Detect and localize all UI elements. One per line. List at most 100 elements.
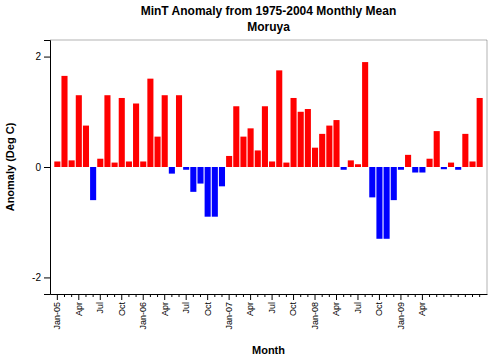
- bar: [76, 95, 82, 167]
- x-tick: [221, 294, 222, 297]
- x-tick-mark: [121, 294, 122, 300]
- bar: [419, 167, 425, 173]
- x-minor-tick: [193, 294, 194, 297]
- x-tick-label: Apr: [160, 302, 170, 316]
- y-axis: -202: [32, 41, 50, 295]
- x-tick: Jan-06: [138, 294, 148, 330]
- x-tick-mark: [357, 294, 358, 300]
- x-tick: [365, 294, 366, 297]
- x-axis: Jan-05AprJulOctJan-06AprJulOctJan-07AprJ…: [51, 294, 488, 330]
- x-tick-label: Jul: [267, 302, 277, 314]
- x-tick: [307, 294, 308, 297]
- x-tick: [179, 294, 180, 297]
- x-minor-tick: [214, 294, 215, 297]
- bar: [97, 159, 103, 167]
- bar: [305, 109, 311, 167]
- bar: [398, 167, 404, 170]
- x-minor-tick: [136, 294, 137, 297]
- subtitle: Moruya: [247, 20, 290, 34]
- bar: [341, 167, 347, 170]
- x-minor-tick: [479, 294, 480, 297]
- x-tick: [472, 294, 473, 297]
- x-minor-tick: [350, 294, 351, 297]
- bar: [348, 160, 354, 167]
- bar: [162, 95, 168, 167]
- y-tick-mark: [44, 57, 50, 58]
- x-tick: [343, 294, 344, 297]
- bars: [54, 62, 482, 239]
- x-tick: [386, 294, 387, 297]
- bar: [255, 150, 261, 167]
- x-tick: Jul: [267, 294, 277, 314]
- x-tick: [107, 294, 108, 297]
- bar: [233, 106, 239, 167]
- bar: [455, 167, 461, 170]
- x-minor-tick: [472, 294, 473, 297]
- bar: [448, 163, 454, 167]
- bar: [219, 167, 225, 186]
- x-minor-tick: [107, 294, 108, 297]
- x-tick: Apr: [331, 294, 341, 316]
- x-minor-tick: [71, 294, 72, 297]
- bar: [147, 79, 153, 167]
- bar: [376, 167, 382, 239]
- x-minor-tick: [257, 294, 258, 297]
- y-axis-title: Anomaly (Deg C): [4, 122, 16, 211]
- x-tick: Oct: [288, 294, 298, 316]
- bar: [112, 163, 118, 167]
- x-tick-mark: [400, 294, 401, 300]
- bar: [119, 98, 125, 167]
- bar: [362, 62, 368, 167]
- x-tick: Oct: [203, 294, 213, 316]
- x-tick: Jan-05: [52, 294, 62, 330]
- bar: [369, 167, 375, 197]
- x-tick-label: Jan-06: [138, 302, 148, 330]
- x-minor-tick: [200, 294, 201, 297]
- x-tick: [372, 294, 373, 297]
- x-tick-mark: [293, 294, 294, 300]
- x-minor-tick: [150, 294, 151, 297]
- x-minor-tick: [458, 294, 459, 297]
- x-tick-mark: [100, 294, 101, 300]
- x-tick: [200, 294, 201, 297]
- x-tick-mark: [143, 294, 144, 300]
- x-tick: [93, 294, 94, 297]
- bar: [269, 161, 275, 167]
- x-tick: [264, 294, 265, 297]
- bar: [176, 95, 182, 167]
- x-minor-tick: [236, 294, 237, 297]
- x-minor-tick: [157, 294, 158, 297]
- y-tick: -2: [32, 272, 50, 283]
- y-tick-mark: [44, 167, 50, 168]
- bar: [240, 137, 246, 167]
- x-tick: [436, 294, 437, 297]
- bar: [140, 161, 146, 167]
- x-tick: [300, 294, 301, 297]
- x-minor-tick: [179, 294, 180, 297]
- x-tick-mark: [164, 294, 165, 300]
- x-tick: [393, 294, 394, 297]
- x-tick: [171, 294, 172, 297]
- x-minor-tick: [443, 294, 444, 297]
- x-tick: [243, 294, 244, 297]
- bar: [355, 164, 361, 167]
- x-tick: [458, 294, 459, 297]
- x-axis-title: Month: [252, 344, 285, 356]
- x-tick: [286, 294, 287, 297]
- x-minor-tick: [372, 294, 373, 297]
- bar: [104, 95, 110, 167]
- bar: [291, 98, 297, 167]
- x-tick-mark: [186, 294, 187, 300]
- x-tick: [279, 294, 280, 297]
- x-minor-tick: [85, 294, 86, 297]
- x-tick: Oct: [117, 294, 127, 316]
- bar: [427, 159, 433, 167]
- x-minor-tick: [386, 294, 387, 297]
- bar: [205, 167, 211, 217]
- x-tick: [322, 294, 323, 297]
- bar: [226, 156, 232, 167]
- bar: [283, 163, 289, 167]
- x-tick: Apr: [417, 294, 427, 316]
- x-minor-tick: [243, 294, 244, 297]
- bar: [183, 167, 189, 170]
